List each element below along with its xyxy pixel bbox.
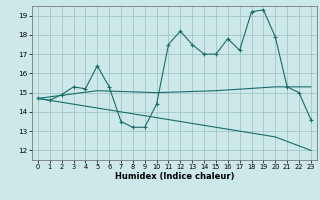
X-axis label: Humidex (Indice chaleur): Humidex (Indice chaleur) [115,172,234,181]
